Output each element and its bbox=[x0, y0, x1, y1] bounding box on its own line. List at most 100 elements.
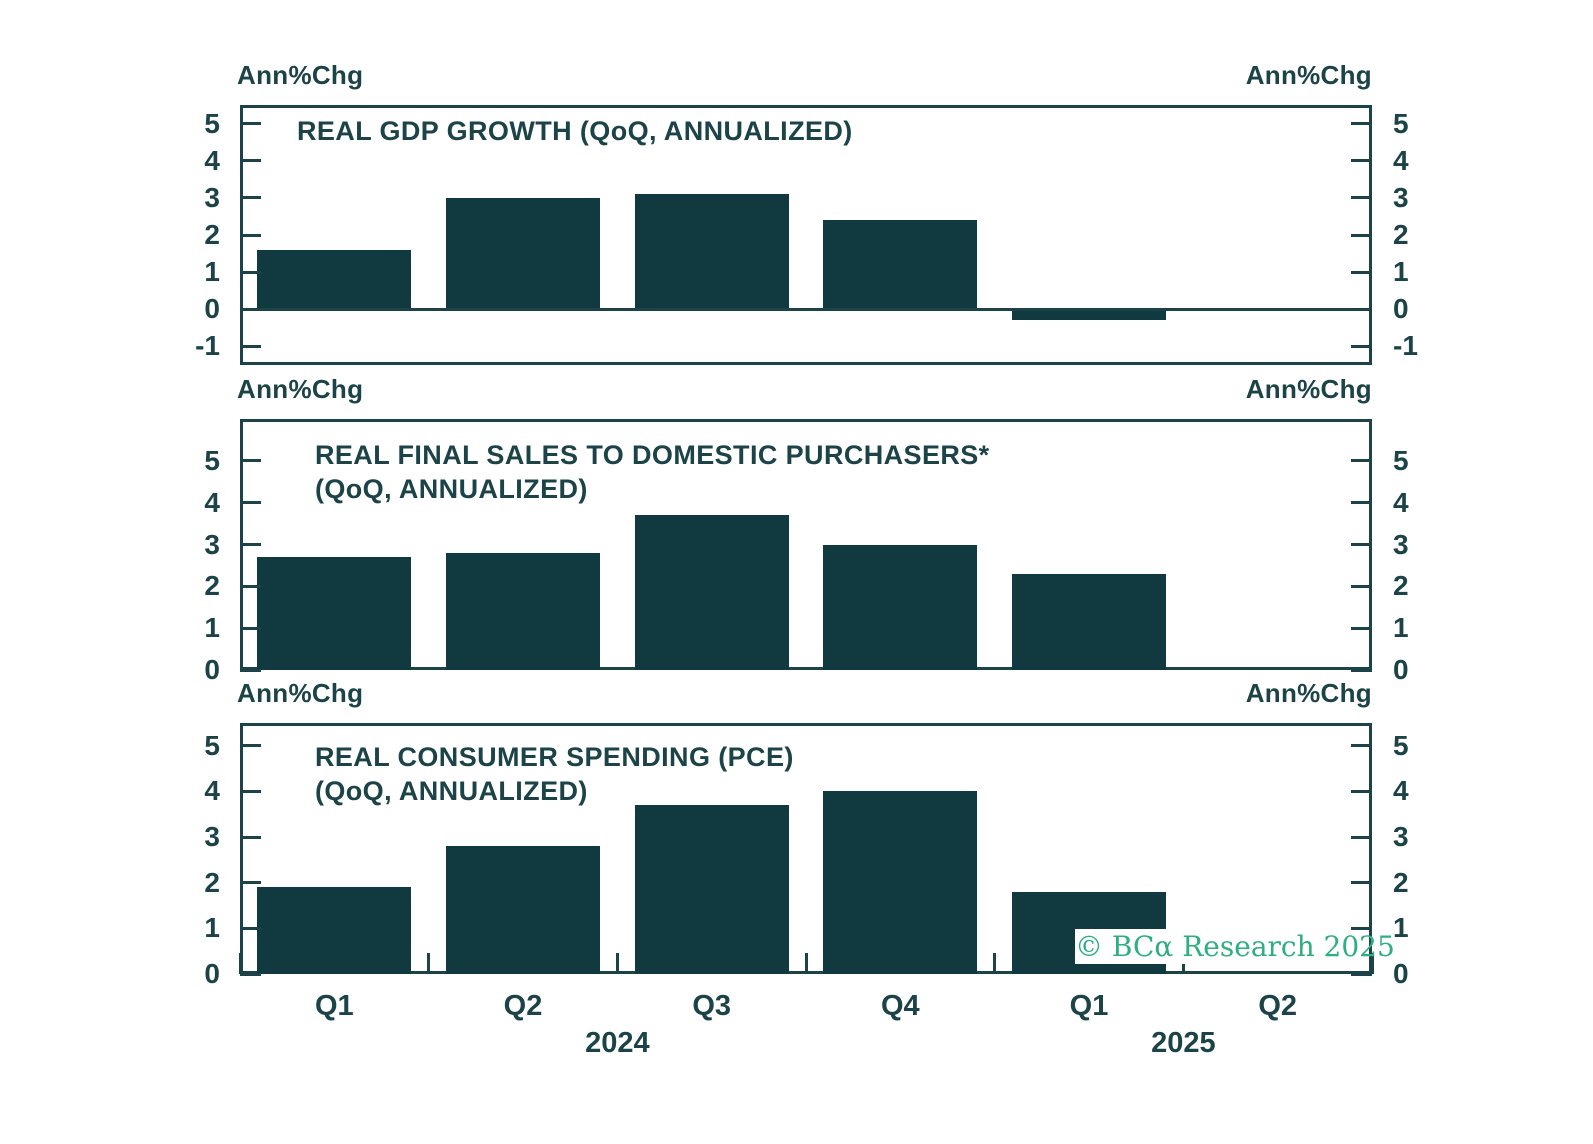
panel-title: REAL CONSUMER SPENDING (PCE) bbox=[315, 742, 794, 772]
axis-unit-label: Ann%Chg bbox=[237, 60, 364, 90]
y-tick bbox=[240, 233, 261, 237]
y-tick-label: 2 bbox=[1393, 219, 1409, 250]
y-tick-label: 0 bbox=[1393, 293, 1409, 325]
bar bbox=[634, 515, 789, 670]
y-tick-label: 3 bbox=[204, 821, 220, 853]
y-tick bbox=[1351, 196, 1372, 200]
x-boundary-tick bbox=[993, 953, 997, 974]
y-tick-label: 4 bbox=[1393, 775, 1409, 807]
y-tick-label: 0 bbox=[204, 958, 220, 989]
axis-unit-label: Ann%Chg bbox=[237, 374, 364, 404]
y-tick bbox=[240, 744, 261, 748]
y-tick bbox=[1351, 881, 1372, 885]
bar bbox=[257, 249, 412, 310]
y-tick bbox=[240, 501, 261, 505]
y-tick bbox=[1351, 459, 1372, 463]
x-boundary-tick bbox=[804, 953, 808, 974]
panel-title: (QoQ, ANNUALIZED) bbox=[315, 776, 588, 806]
y-tick bbox=[1351, 668, 1372, 672]
y-tick bbox=[1351, 626, 1372, 630]
axis-unit-label: Ann%Chg bbox=[237, 678, 364, 708]
bar bbox=[446, 846, 600, 974]
y-tick-label: 1 bbox=[204, 612, 220, 644]
y-tick-label: 2 bbox=[1393, 866, 1409, 898]
year-label: 2025 bbox=[1151, 1027, 1216, 1059]
y-tick bbox=[240, 159, 261, 163]
y-tick bbox=[1351, 789, 1372, 793]
quarter-label: Q2 bbox=[503, 990, 543, 1022]
bar bbox=[1012, 309, 1166, 321]
y-tick bbox=[1351, 344, 1372, 348]
y-tick-label: 1 bbox=[1393, 912, 1409, 944]
y-tick-label: 3 bbox=[1393, 528, 1409, 560]
y-tick bbox=[240, 835, 261, 839]
y-tick-label: 2 bbox=[204, 219, 220, 250]
bar bbox=[823, 544, 978, 670]
y-tick-label: 0 bbox=[204, 654, 220, 685]
y-tick bbox=[1351, 501, 1372, 505]
y-tick-label: -1 bbox=[195, 330, 220, 362]
y-tick-label: 5 bbox=[204, 444, 220, 476]
quarter-label: Q1 bbox=[1069, 990, 1109, 1022]
y-tick-label: 5 bbox=[1393, 444, 1409, 476]
bar bbox=[446, 552, 600, 670]
axis-unit-label: Ann%Chg bbox=[1245, 60, 1372, 90]
y-tick-label: 5 bbox=[204, 107, 220, 139]
y-tick-label: 3 bbox=[204, 181, 220, 213]
bar bbox=[446, 197, 600, 310]
axis-unit-label: Ann%Chg bbox=[1245, 374, 1372, 404]
y-tick-label: 1 bbox=[204, 912, 220, 944]
x-boundary-tick bbox=[427, 953, 431, 974]
bar bbox=[257, 887, 412, 974]
watermark: © BCα Research 2025 bbox=[1075, 929, 1395, 964]
y-tick bbox=[1351, 159, 1372, 163]
y-tick bbox=[1351, 744, 1372, 748]
y-tick bbox=[240, 196, 261, 200]
zero-line bbox=[240, 307, 1372, 311]
x-boundary-tick bbox=[1370, 953, 1374, 974]
bar bbox=[634, 194, 789, 310]
y-tick bbox=[1351, 543, 1372, 546]
y-tick-label: 1 bbox=[204, 256, 220, 288]
y-tick bbox=[1351, 233, 1372, 237]
y-tick-label: 0 bbox=[1393, 654, 1409, 685]
year-label: 2024 bbox=[585, 1027, 650, 1059]
x-boundary-tick bbox=[238, 953, 242, 974]
y-tick-label: 2 bbox=[204, 866, 220, 898]
y-tick-label: 2 bbox=[1393, 570, 1409, 602]
y-tick-label: 0 bbox=[204, 293, 220, 325]
y-tick-label: 4 bbox=[1393, 144, 1409, 176]
y-tick bbox=[240, 543, 261, 546]
x-boundary-tick bbox=[615, 953, 619, 974]
axis-unit-label: Ann%Chg bbox=[1245, 678, 1372, 708]
bar bbox=[823, 220, 978, 310]
y-tick bbox=[1351, 926, 1372, 930]
y-tick bbox=[1351, 584, 1372, 588]
y-tick-label: 4 bbox=[204, 775, 220, 807]
y-tick bbox=[240, 626, 261, 630]
y-tick bbox=[240, 926, 261, 930]
y-tick-label: -1 bbox=[1393, 330, 1418, 362]
y-tick-label: 5 bbox=[1393, 107, 1409, 139]
y-tick bbox=[240, 584, 261, 588]
y-tick bbox=[240, 972, 261, 976]
y-tick bbox=[1351, 270, 1372, 274]
quarter-label: Q2 bbox=[1258, 990, 1297, 1022]
y-tick bbox=[240, 881, 261, 885]
bar bbox=[823, 791, 978, 974]
y-tick-label: 2 bbox=[204, 570, 220, 602]
y-tick-label: 3 bbox=[1393, 821, 1409, 853]
y-tick-label: 5 bbox=[204, 729, 220, 761]
quarter-label: Q4 bbox=[880, 990, 920, 1022]
y-tick bbox=[240, 789, 261, 793]
y-tick-label: 1 bbox=[1393, 256, 1409, 288]
y-tick-label: 3 bbox=[204, 528, 220, 560]
y-tick bbox=[240, 459, 261, 463]
y-tick bbox=[240, 122, 261, 126]
quarter-label: Q1 bbox=[314, 990, 354, 1022]
y-tick-label: 4 bbox=[204, 144, 220, 176]
panel-title: (QoQ, ANNUALIZED) bbox=[315, 474, 588, 504]
y-tick-label: 4 bbox=[1393, 486, 1409, 518]
y-tick bbox=[1351, 122, 1372, 126]
